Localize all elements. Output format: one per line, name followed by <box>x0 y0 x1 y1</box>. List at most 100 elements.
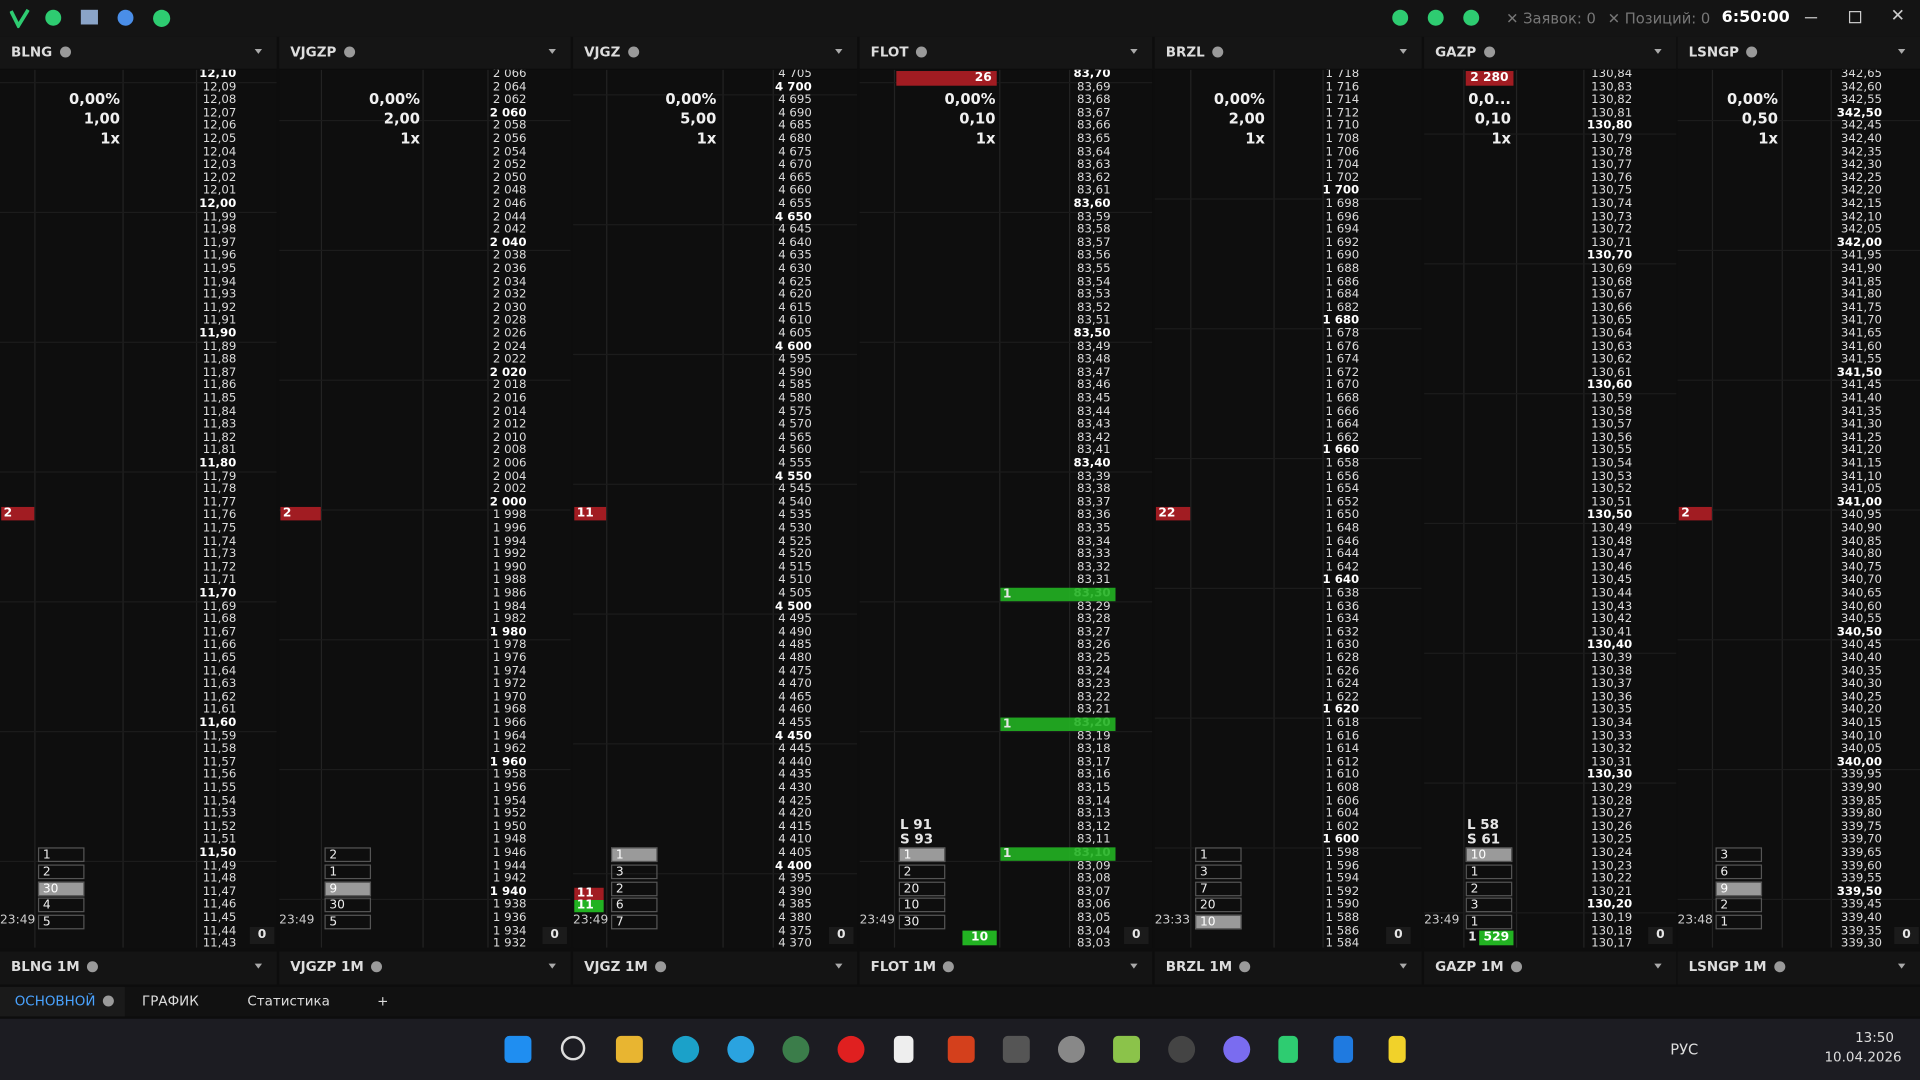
price-level[interactable]: 1 672 <box>1325 365 1360 380</box>
instrument-name[interactable]: VJGZP <box>290 44 355 60</box>
price-level[interactable]: 342,60 <box>1840 80 1883 94</box>
price-level[interactable]: 1 712 <box>1325 106 1360 120</box>
lot-size-button[interactable]: 2 <box>611 881 658 896</box>
price-level[interactable]: 2 034 <box>492 275 527 289</box>
price-level[interactable]: 1 636 <box>1325 599 1360 613</box>
price-level[interactable]: 11,43 <box>202 936 237 948</box>
tray-time[interactable]: 13:50 <box>1855 1029 1894 1046</box>
price-level[interactable]: 340,80 <box>1840 547 1883 562</box>
price-level[interactable]: 1 638 <box>1325 586 1360 601</box>
price-level[interactable]: 11,87 <box>202 365 237 380</box>
price-level[interactable]: 83,43 <box>1076 417 1111 432</box>
price-level[interactable]: 341,05 <box>1840 482 1883 497</box>
lot-size-button[interactable]: 30 <box>898 914 946 930</box>
lot-size-button[interactable]: 3 <box>1195 864 1242 879</box>
price-level[interactable]: 11,82 <box>202 430 237 445</box>
price-level[interactable]: 4 505 <box>778 586 812 601</box>
price-level[interactable]: 1 980 <box>489 625 527 639</box>
price-level[interactable]: 130,44 <box>1591 586 1633 601</box>
price-level[interactable]: 83,68 <box>1076 93 1111 107</box>
dropdown-arrow[interactable] <box>1654 48 1662 54</box>
workspace-tab[interactable]: ГРАФИК <box>142 993 199 1009</box>
price-level[interactable]: 83,19 <box>1076 729 1111 743</box>
stop-order-marker[interactable]: 2 <box>1 506 35 521</box>
price-level[interactable]: 130,47 <box>1591 547 1633 562</box>
price-level[interactable]: 341,70 <box>1840 313 1883 328</box>
price-level[interactable]: 1 716 <box>1325 80 1360 94</box>
price-level[interactable]: 4 625 <box>778 275 812 289</box>
price-level[interactable]: 130,77 <box>1591 158 1633 172</box>
lot-size-button[interactable]: 2 <box>324 847 372 863</box>
price-level[interactable]: 11,80 <box>199 456 237 471</box>
price-level[interactable]: 83,37 <box>1076 495 1111 510</box>
restore-button[interactable] <box>1848 11 1862 24</box>
price-level[interactable]: 130,81 <box>1591 106 1633 120</box>
price-level[interactable]: 1 600 <box>1322 833 1360 847</box>
price-level[interactable]: 1 642 <box>1325 560 1360 575</box>
workspace-tab[interactable]: + <box>377 993 389 1009</box>
dropdown-arrow[interactable] <box>1399 963 1407 969</box>
price-level[interactable]: 11,73 <box>202 547 237 562</box>
price-level[interactable]: 2 032 <box>492 287 527 302</box>
price-level[interactable]: 11,49 <box>202 859 237 873</box>
price-level[interactable]: 12,00 <box>199 197 237 211</box>
price-level[interactable]: 83,41 <box>1076 443 1111 458</box>
close-icon[interactable] <box>1746 46 1758 58</box>
price-level[interactable]: 341,90 <box>1840 262 1883 276</box>
price-level[interactable]: 1 952 <box>492 807 527 821</box>
price-level[interactable]: 130,82 <box>1591 93 1633 107</box>
price-level[interactable]: 1 618 <box>1325 716 1360 730</box>
price-level[interactable]: 11,89 <box>202 339 237 354</box>
price-level[interactable]: 11,99 <box>202 210 237 224</box>
price-level[interactable]: 83,61 <box>1076 184 1111 198</box>
price-level[interactable]: 11,84 <box>202 404 237 419</box>
price-level[interactable]: 1 698 <box>1325 197 1360 211</box>
lot-size-button[interactable]: 1 <box>898 847 946 863</box>
price-level[interactable]: 4 490 <box>778 625 812 639</box>
price-level[interactable]: 2 038 <box>492 249 527 263</box>
price-level[interactable]: 4 620 <box>778 287 812 302</box>
chart-tab-name[interactable]: VJGZP 1M <box>290 959 383 975</box>
price-level[interactable]: 4 585 <box>778 378 812 393</box>
price-level[interactable]: 4 685 <box>778 119 812 133</box>
price-level[interactable]: 341,10 <box>1840 469 1883 484</box>
price-level[interactable]: 130,33 <box>1591 729 1633 743</box>
price-level[interactable]: 4 455 <box>778 716 812 730</box>
price-level[interactable]: 83,26 <box>1076 638 1111 652</box>
price-level[interactable]: 130,25 <box>1591 833 1633 847</box>
price-level[interactable]: 130,69 <box>1591 262 1633 276</box>
price-level[interactable]: 11,74 <box>202 534 237 549</box>
price-level[interactable]: 1 624 <box>1325 677 1360 691</box>
price-level[interactable]: 11,47 <box>202 885 237 899</box>
price-level[interactable]: 4 605 <box>778 326 812 341</box>
price-level[interactable]: 342,45 <box>1840 119 1883 133</box>
price-level[interactable]: 130,19 <box>1591 911 1633 925</box>
price-level[interactable]: 11,45 <box>202 911 237 925</box>
lot-size-button[interactable]: 1 <box>1715 914 1763 930</box>
notepad-icon[interactable] <box>893 1035 914 1063</box>
price-level[interactable]: 341,95 <box>1840 249 1883 263</box>
price-level[interactable]: 130,64 <box>1591 326 1633 341</box>
price-level[interactable]: 2 046 <box>492 197 527 211</box>
price-level[interactable]: 339,65 <box>1840 846 1883 860</box>
price-level[interactable]: 83,42 <box>1076 430 1111 445</box>
lot-size-button[interactable]: 6 <box>611 898 658 913</box>
chart-tab-name[interactable]: LSNGP 1M <box>1689 959 1785 975</box>
price-level[interactable]: 4 695 <box>778 93 812 107</box>
price-level[interactable]: 83,39 <box>1076 469 1111 484</box>
price-level[interactable]: 341,65 <box>1840 326 1883 341</box>
price-level[interactable]: 340,95 <box>1840 508 1883 523</box>
price-level[interactable]: 342,55 <box>1840 93 1883 107</box>
terminal-icon[interactable] <box>1278 1035 1298 1063</box>
price-level[interactable]: 11,60 <box>199 716 237 730</box>
price-level[interactable]: 1 588 <box>1325 911 1360 925</box>
price-level[interactable]: 1 688 <box>1325 262 1360 276</box>
instrument-name[interactable]: GAZP <box>1435 44 1495 60</box>
price-level[interactable]: 1 968 <box>492 703 527 717</box>
price-level[interactable]: 1 682 <box>1325 300 1360 315</box>
price-level[interactable]: 340,20 <box>1840 703 1883 717</box>
price-level[interactable]: 2 036 <box>492 262 527 276</box>
price-level[interactable]: 83,35 <box>1076 521 1111 536</box>
lot-size-button[interactable]: 2 <box>1715 898 1763 913</box>
price-level[interactable]: 4 660 <box>778 184 812 198</box>
